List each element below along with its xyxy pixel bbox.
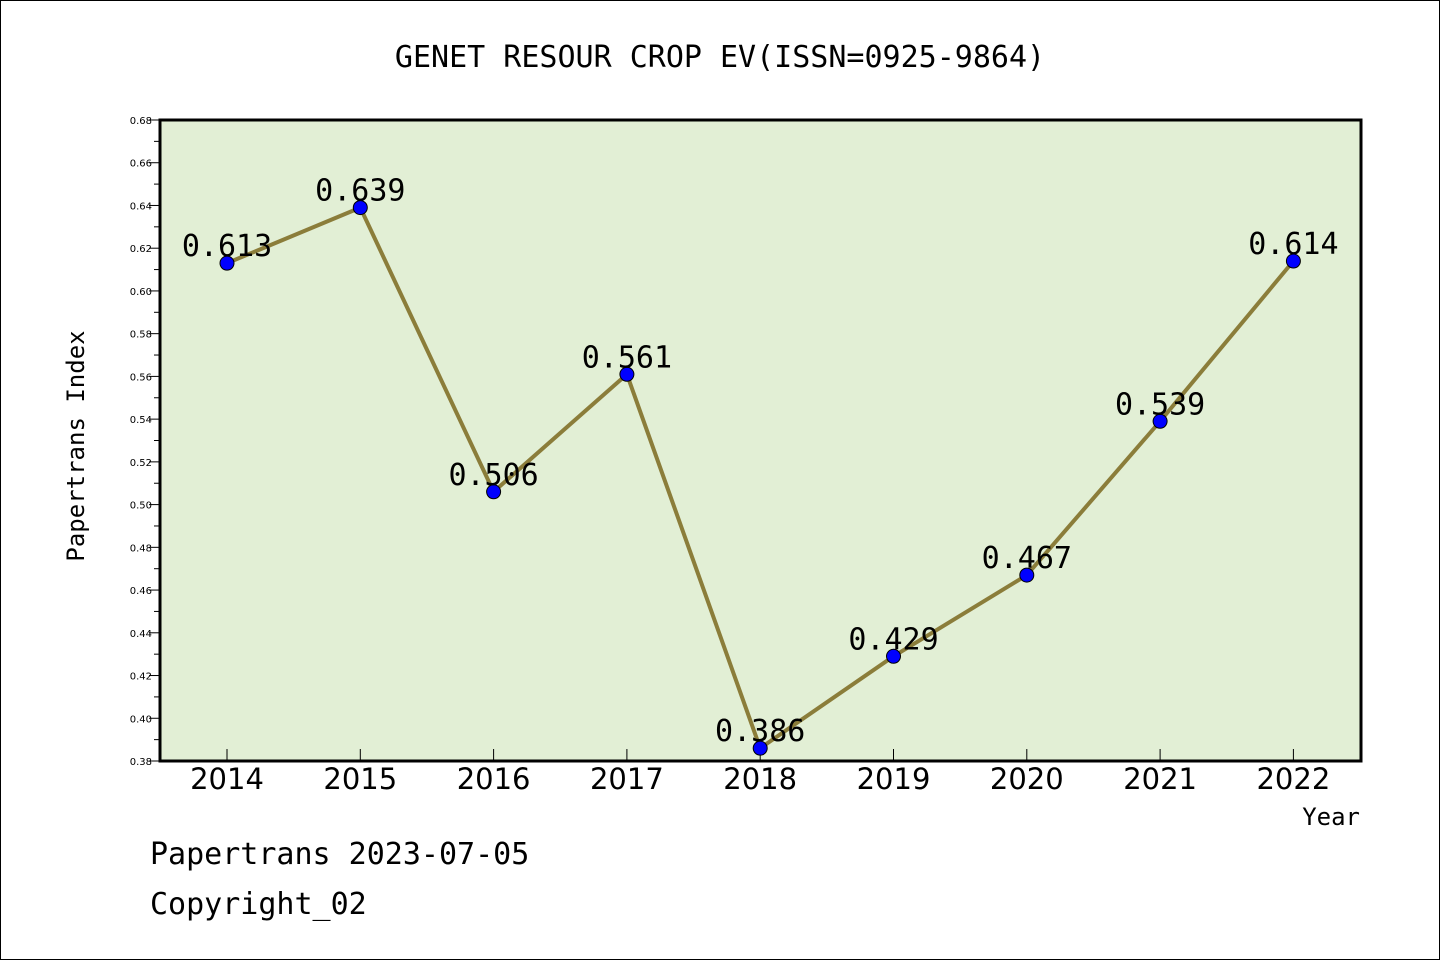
y-tick-label: 0.58 [130, 330, 152, 341]
y-axis: 0.38 0.40 0.42 0.44 0.46 0.48 0.50 0.52 0.54 0.56… [130, 116, 160, 768]
x-tick-label: 2014 [190, 762, 264, 796]
x-tick-label: 2017 [590, 762, 664, 796]
y-tick-label: 0.54 [130, 415, 152, 426]
y-tick-label: 0.56 [130, 372, 152, 383]
y-tick-label: 0.62 [130, 244, 152, 255]
footer-date: Papertrans 2023-07-05 [150, 837, 529, 872]
y-tick-label: 0.50 [130, 501, 152, 512]
y-tick-label: 0.60 [130, 287, 152, 298]
x-axis: 2014 2015 2016 2017 2018 2019 2020 2021 2022 [190, 749, 1330, 796]
y-tick-label: 0.48 [130, 543, 152, 554]
x-axis-label: Year [1302, 803, 1360, 831]
data-label-2015: 0.639 [315, 174, 405, 209]
y-axis-label: Papertrans Index [62, 330, 90, 561]
data-point-2018 [752, 740, 768, 756]
series-papertrans-index: 0.613 0.639 0.506 0.561 0.386 0.429 0.467 0.539… [182, 174, 1339, 756]
data-point-2021 [1152, 413, 1168, 429]
data-label-2020: 0.467 [982, 541, 1072, 576]
data-point-2015 [352, 200, 368, 216]
data-label-2019: 0.429 [848, 622, 938, 657]
y-tick-label: 0.46 [130, 586, 152, 597]
y-tick-label: 0.64 [130, 201, 152, 212]
x-tick-label: 2015 [323, 762, 397, 796]
data-label-2022: 0.614 [1248, 227, 1338, 262]
data-label-2016: 0.506 [448, 458, 538, 493]
data-point-2014 [219, 255, 235, 271]
data-point-2017 [619, 366, 635, 382]
data-point-2016 [486, 484, 502, 500]
data-point-2019 [886, 648, 901, 664]
x-tick-label: 2018 [723, 762, 797, 796]
plot-area [160, 120, 1361, 761]
footer-copyright: Copyright_02 [150, 887, 367, 922]
data-label-2018: 0.386 [715, 714, 805, 749]
data-label-2014: 0.613 [182, 229, 272, 264]
y-tick-label: 0.38 [130, 757, 152, 768]
data-point-2022 [1285, 253, 1301, 269]
x-tick-label: 2019 [857, 762, 931, 796]
chart-title: GENET RESOUR CROP EV(ISSN=0925-9864) [395, 40, 1045, 75]
y-tick-label: 0.52 [130, 458, 152, 469]
data-label-2017: 0.561 [582, 340, 672, 375]
plot-border [158, 118, 1363, 763]
x-tick-label: 2022 [1256, 762, 1330, 796]
y-tick-label: 0.40 [130, 714, 152, 725]
data-label-2021: 0.539 [1115, 387, 1205, 422]
y-tick-label: 0.68 [130, 116, 152, 127]
y-tick-label: 0.66 [130, 159, 152, 170]
y-tick-label: 0.44 [130, 629, 152, 640]
data-point-2020 [1019, 567, 1035, 583]
x-tick-label: 2021 [1123, 762, 1197, 796]
x-tick-label: 2016 [457, 762, 531, 796]
x-tick-label: 2020 [990, 762, 1064, 796]
y-tick-label: 0.42 [130, 672, 152, 683]
